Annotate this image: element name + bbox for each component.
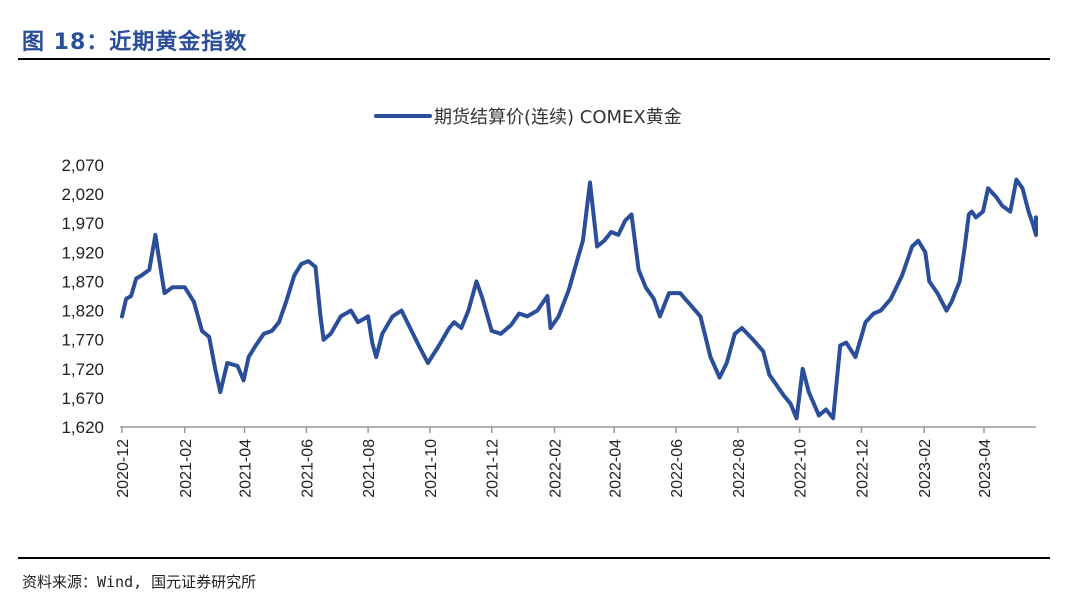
- x-tick-label: 2022-04: [607, 439, 624, 498]
- y-tick-label: 1,720: [61, 360, 104, 379]
- bottom-rule: [18, 557, 1050, 559]
- y-tick-label: 1,820: [61, 302, 104, 321]
- y-tick-label: 2,020: [61, 185, 104, 204]
- x-tick-label: 2021-06: [299, 439, 316, 498]
- legend-label: 期货结算价(连续) COMEX黄金: [434, 107, 682, 128]
- y-tick-label: 1,620: [61, 418, 104, 437]
- x-tick-label: 2021-02: [178, 439, 195, 498]
- y-tick-label: 1,970: [61, 214, 104, 233]
- x-tick-label: 2022-08: [731, 439, 748, 498]
- x-tick-label: 2020-12: [115, 439, 132, 498]
- x-tick-label: 2021-08: [361, 439, 378, 498]
- figure-title: 图 18：近期黄金指数: [22, 30, 248, 55]
- x-tick-label: 2023-02: [917, 439, 934, 498]
- x-tick-label: 2021-04: [238, 439, 255, 498]
- y-tick-label: 1,870: [61, 272, 104, 291]
- x-tick-label: 2022-06: [669, 439, 686, 498]
- source-note: 资料来源：Wind, 国元证券研究所: [22, 573, 257, 591]
- x-axis: 2020-12 2021-02 2021-04 2021-06 2021-08 2021-…: [115, 427, 994, 498]
- y-tick-label: 1,670: [61, 389, 104, 408]
- x-tick-label: 2021-12: [485, 439, 502, 498]
- x-tick-label: 2022-02: [548, 439, 565, 498]
- y-tick-label: 1,920: [61, 243, 104, 262]
- x-tick-label: 2023-04: [977, 439, 994, 498]
- y-tick-label: 1,770: [61, 331, 104, 350]
- x-tick-label: 2022-10: [793, 439, 810, 498]
- y-tick-label: 2,070: [61, 156, 104, 175]
- top-rule: [18, 58, 1050, 60]
- series-line: [120, 177, 1038, 421]
- y-axis: 1,620 1,670 1,720 1,770 1,820 1,870 1,920 1,970…: [61, 156, 104, 437]
- x-tick-label: 2022-12: [854, 439, 871, 498]
- legend: 期货结算价(连续) COMEX黄金: [374, 107, 682, 128]
- x-tick-label: 2021-10: [423, 439, 440, 498]
